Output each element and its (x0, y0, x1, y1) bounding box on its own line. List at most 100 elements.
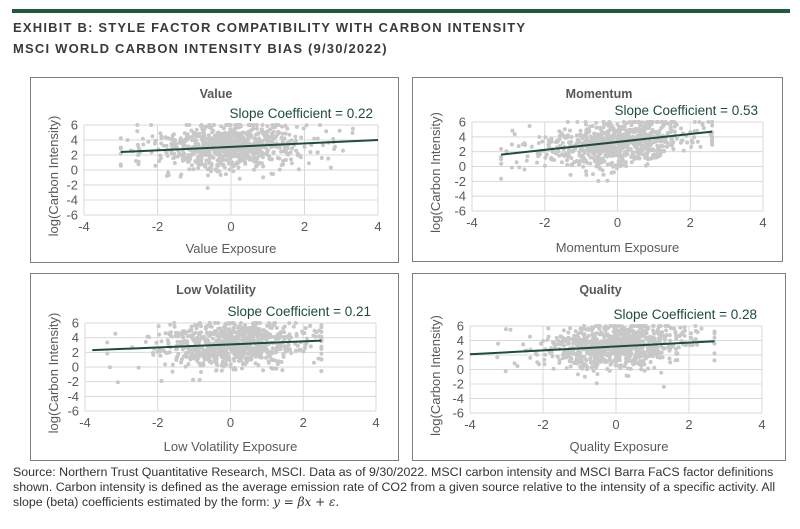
data-point (197, 131, 202, 136)
data-point (271, 150, 276, 155)
data-point (681, 148, 686, 153)
data-point (625, 132, 630, 137)
data-point (536, 141, 541, 145)
data-point (595, 354, 600, 359)
data-point (282, 344, 287, 349)
data-point (614, 147, 619, 152)
data-point (568, 172, 573, 177)
y-axis-label: log(Carbon Intensity) (428, 112, 443, 233)
data-point (278, 347, 283, 351)
data-point (583, 120, 588, 124)
slope-annotation: Slope Coefficient = 0.28 (614, 307, 757, 322)
data-point (246, 326, 251, 331)
data-point (187, 167, 192, 172)
data-point (626, 143, 630, 147)
data-point (596, 179, 601, 183)
data-point (662, 346, 666, 351)
data-point (697, 120, 702, 124)
data-point (286, 343, 291, 347)
chart-title: Quality (579, 283, 621, 297)
data-point (287, 332, 292, 337)
data-point (640, 339, 645, 344)
data-point (583, 149, 588, 154)
data-point (626, 366, 630, 371)
data-point (636, 152, 641, 157)
data-point (590, 364, 595, 369)
data-point (658, 324, 663, 328)
data-point (667, 348, 672, 353)
data-point (651, 324, 656, 328)
data-point (674, 136, 679, 141)
data-point (135, 123, 140, 127)
data-point (601, 120, 606, 124)
data-point (661, 334, 666, 338)
data-point (326, 156, 331, 161)
data-point (672, 326, 677, 331)
x-tick-label: 0 (227, 219, 234, 234)
data-point (572, 146, 577, 151)
data-point (324, 129, 329, 134)
data-point (243, 331, 248, 336)
data-point (580, 361, 585, 366)
data-point (221, 133, 226, 138)
data-point (650, 129, 655, 134)
data-point (620, 331, 625, 336)
data-point (182, 131, 187, 136)
y-tick-label: -6 (67, 404, 79, 419)
data-point (533, 351, 538, 356)
data-point (193, 347, 198, 351)
data-point (158, 153, 163, 158)
data-point (226, 327, 230, 332)
data-point (210, 130, 215, 135)
data-point (592, 361, 597, 366)
data-point (298, 347, 303, 352)
data-point (243, 338, 248, 343)
data-point (655, 152, 659, 157)
data-point (623, 336, 628, 341)
data-point (107, 365, 112, 370)
data-point (204, 158, 209, 163)
data-point (207, 141, 212, 146)
y-tick-label: -4 (67, 389, 79, 404)
data-point (550, 150, 555, 154)
data-point (622, 124, 627, 129)
data-point (588, 356, 593, 361)
data-point (668, 326, 673, 330)
data-point (659, 370, 664, 375)
y-tick-label: 2 (459, 144, 466, 159)
data-point (645, 345, 650, 350)
data-point (655, 329, 660, 334)
data-point (605, 138, 610, 143)
data-point (230, 160, 235, 165)
data-point (209, 163, 214, 168)
y-tick-label: 4 (459, 129, 466, 144)
data-point (184, 123, 189, 127)
data-point (495, 355, 500, 360)
data-point (592, 152, 597, 157)
data-point (261, 368, 266, 373)
data-point (594, 160, 599, 165)
data-point (601, 125, 606, 130)
data-point (586, 152, 591, 157)
data-point (590, 136, 594, 141)
data-point (301, 126, 306, 131)
data-point (308, 344, 313, 349)
data-point (337, 128, 342, 133)
data-point (284, 334, 289, 339)
data-point (589, 340, 594, 345)
exhibit-subtitle: MSCI WORLD CARBON INTENSITY BIAS (9/30/2… (13, 41, 388, 56)
y-tick-label: 6 (72, 316, 79, 331)
data-point (559, 131, 564, 136)
data-point (216, 321, 220, 325)
data-point (605, 134, 610, 139)
data-point (636, 329, 641, 334)
data-point (612, 133, 616, 138)
data-point (550, 157, 555, 162)
data-point (539, 341, 543, 346)
data-point (149, 123, 154, 127)
data-point (274, 325, 279, 330)
data-point (237, 357, 242, 361)
data-point (195, 155, 200, 160)
data-point (145, 334, 150, 339)
data-point (239, 134, 244, 139)
